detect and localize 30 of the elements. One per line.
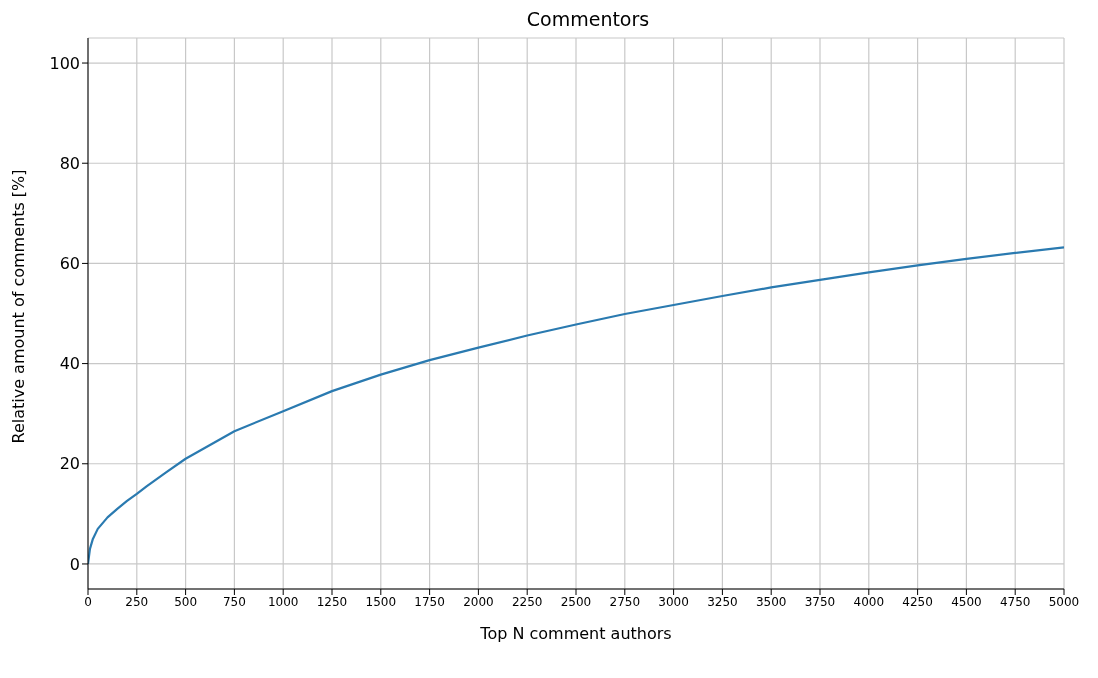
x-tick-label: 4250 bbox=[902, 594, 933, 609]
x-tick-label: 2000 bbox=[463, 594, 494, 609]
x-tick-label: 250 bbox=[125, 594, 149, 609]
x-tick-label: 3500 bbox=[755, 594, 787, 609]
x-tick-label: 2250 bbox=[511, 594, 543, 609]
x-tick-label: 1000 bbox=[267, 594, 299, 609]
x-tick-label: 3000 bbox=[658, 594, 689, 609]
y-tick-label: 0 bbox=[69, 554, 80, 574]
x-tick-label: 3250 bbox=[707, 594, 738, 609]
x-tick-label: 0 bbox=[84, 594, 92, 609]
x-tick-label: 500 bbox=[174, 594, 198, 609]
x-tick-label: 2500 bbox=[560, 594, 592, 609]
x-tick-label: 4500 bbox=[951, 594, 982, 609]
x-tick-label: 5000 bbox=[1048, 594, 1080, 609]
x-tick-label: 1750 bbox=[414, 594, 445, 609]
x-tick-label: 1500 bbox=[365, 594, 397, 609]
y-tick-label: 100 bbox=[49, 53, 80, 73]
x-tick-label: 2750 bbox=[609, 594, 641, 609]
y-tick-label: 40 bbox=[59, 354, 80, 374]
y-axis-title: Relative amount of comments [%] bbox=[8, 169, 28, 444]
y-tick-label: 20 bbox=[59, 454, 80, 474]
x-tick-label: 750 bbox=[222, 594, 246, 609]
x-tick-label: 1250 bbox=[316, 594, 348, 609]
chart-title: Commentors bbox=[525, 8, 651, 32]
y-tick-label: 60 bbox=[59, 254, 80, 274]
x-tick-label: 4750 bbox=[999, 594, 1031, 609]
x-tick-label: 4000 bbox=[853, 594, 885, 609]
x-tick-label: 3750 bbox=[804, 594, 836, 609]
x-axis-title: Top N comment authors bbox=[479, 624, 672, 643]
y-tick-label: 80 bbox=[59, 153, 80, 173]
